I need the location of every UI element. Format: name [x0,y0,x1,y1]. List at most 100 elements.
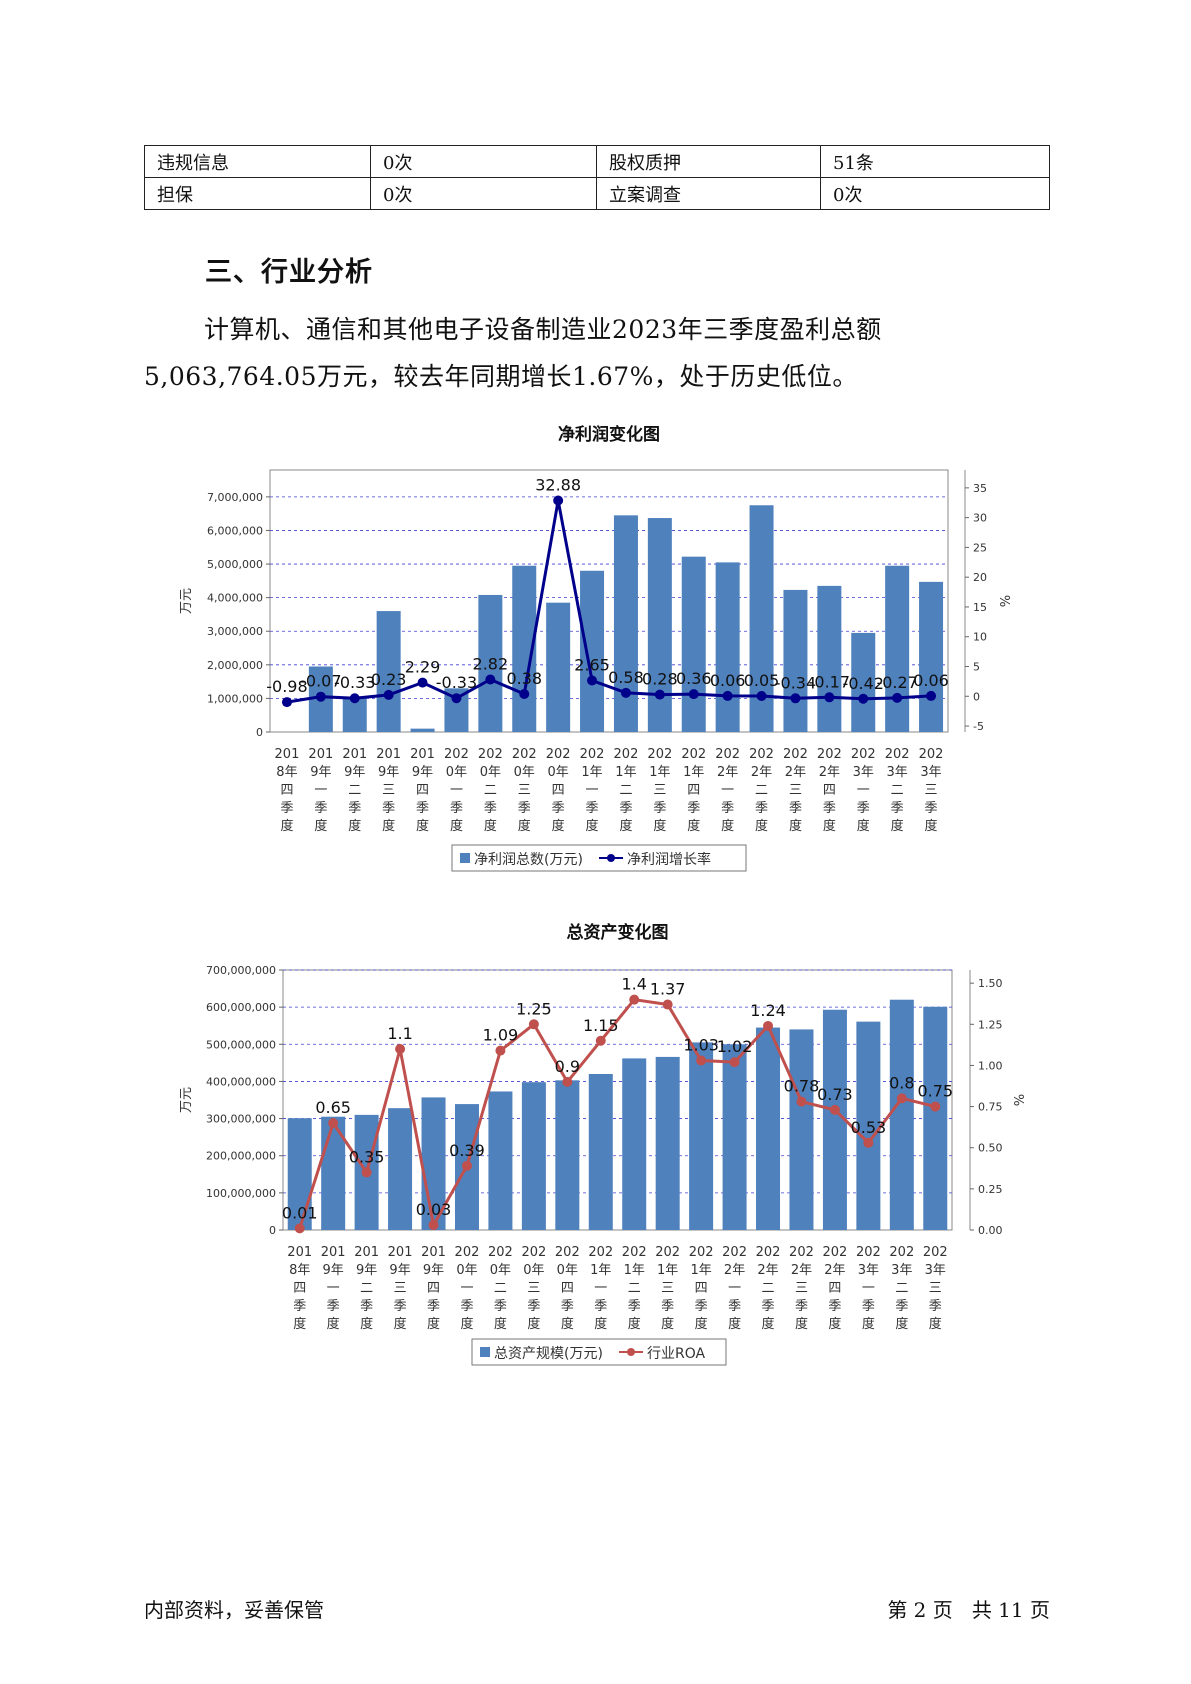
total-assets-chart: 总资产变化图 0 100,000,000 200,000,000 300,000,000… [0,918,1191,1378]
data-label: 1.25 [516,999,552,1018]
y2-tick-label: 0.75 [978,1101,1003,1114]
x-tick-label: 度 [586,818,599,834]
x-tick-label: 三 [518,783,531,798]
x-tick-label: 202 [580,747,605,762]
bar [655,1056,680,1230]
legend-label: 总资产规模(万元) [494,1346,603,1362]
y-tick-label: 0 [269,1224,276,1237]
table-cell: 51条 [820,145,1050,178]
line-point [729,1057,740,1068]
bar [622,1058,647,1230]
x-tick-label: 季 [687,801,700,816]
y2-tick-label: 1.25 [978,1018,1003,1031]
x-tick-label: 9年 [344,765,365,780]
x-tick-label: 季 [327,1299,340,1314]
section-title: 三、行业分析 [205,257,373,288]
x-tick-label: 2年 [757,1263,778,1278]
y2-tick-label: 1.50 [978,977,1003,990]
bar [376,611,401,732]
x-tick-label: 1年 [581,765,602,780]
x-tick-label: 201 [321,1245,346,1260]
x-tick-label: 一 [314,783,327,798]
x-tick-label: 度 [552,818,565,834]
data-label: 0.58 [608,668,644,687]
x-tick-label: 二 [628,1281,641,1296]
data-label: 0.36 [676,669,712,688]
table-cell: 违规信息 [144,145,371,178]
x-tick-label: 2年 [785,765,806,780]
y-tick-label: 700,000,000 [206,964,276,977]
risk-info-table: 违规信息 0次 股权质押 51条 担保 0次 立案调查 0次 [144,145,1050,210]
x-tick-label: 季 [895,1299,908,1314]
x-tick-label: 季 [394,1299,407,1314]
x-tick-label: 季 [695,1299,708,1314]
bar [722,1044,747,1230]
footer-page-number: 第 2 页 共 11 页 [887,1598,1050,1622]
bar [521,1082,546,1230]
chart-title: 总资产变化图 [567,922,669,943]
bar [856,1021,881,1230]
x-tick-label: 9年 [412,765,433,780]
bar [388,1108,413,1230]
x-tick-label: 季 [518,801,531,816]
x-tick-label: 1年 [615,765,636,780]
x-tick-label: 季 [527,1299,540,1314]
line-point [587,675,598,686]
x-tick-label: 202 [622,1245,647,1260]
x-tick-label: 8年 [289,1263,310,1278]
x-tick-label: 季 [619,801,632,816]
data-label: 2.65 [574,655,610,674]
data-label: 0.05 [744,671,780,690]
x-tick-label: 201 [308,747,333,762]
x-tick-label: 201 [287,1245,312,1260]
footer-confidential: 内部资料，妥善保管 [144,1598,324,1622]
x-tick-label: 季 [628,1299,641,1314]
data-label: 0.73 [817,1085,853,1104]
x-tick-label: 三 [382,783,395,798]
x-tick-label: 二 [494,1281,507,1296]
x-tick-label: 一 [728,1281,741,1296]
x-tick-label: 度 [561,1316,574,1332]
bar [613,515,638,732]
x-tick-label: 一 [450,783,463,798]
x-tick-label: 度 [280,818,293,834]
bar [851,632,876,732]
x-tick-label: 度 [789,818,802,834]
y2-tick-label: 20 [973,571,987,584]
line-point [328,1118,339,1129]
y-tick-label: 300,000,000 [206,1113,276,1126]
x-tick-label: 1年 [590,1263,611,1278]
line-point [858,693,869,704]
x-tick-label: 202 [783,747,808,762]
x-tick-label: 度 [460,1316,473,1332]
bar [478,594,503,732]
line-point [485,674,496,685]
x-tick-label: 202 [722,1245,747,1260]
x-tick-label: 度 [862,1316,875,1332]
x-tick-label: 202 [756,1245,781,1260]
data-label: -0.33 [436,673,477,692]
x-tick-label: 季 [552,801,565,816]
x-tick-label: 四 [828,1281,841,1296]
table-cell: 0次 [370,145,597,178]
y2-tick-label: 15 [973,601,987,614]
y2-tick-label: 0 [973,690,980,703]
data-label: 0.06 [710,671,746,690]
x-tick-label: 202 [715,747,740,762]
line-point [528,1019,539,1030]
line-point [294,1223,305,1234]
x-tick-label: 202 [823,1245,848,1260]
y2-tick-label: 1.00 [978,1059,1003,1072]
x-tick-label: 3年 [853,765,874,780]
x-tick-label: 度 [857,818,870,834]
line-point [930,1101,941,1112]
x-tick-label: 3年 [887,765,908,780]
x-tick-label: 0年 [490,1263,511,1278]
x-tick-label: 三 [527,1281,540,1296]
y2-tick-label: 0.25 [978,1183,1003,1196]
x-tick-label: 度 [795,1316,808,1332]
y-tick-label: 500,000,000 [206,1038,276,1051]
x-tick-label: 季 [795,1299,808,1314]
table-cell: 0次 [820,177,1050,210]
data-label: 1.24 [750,1001,786,1020]
